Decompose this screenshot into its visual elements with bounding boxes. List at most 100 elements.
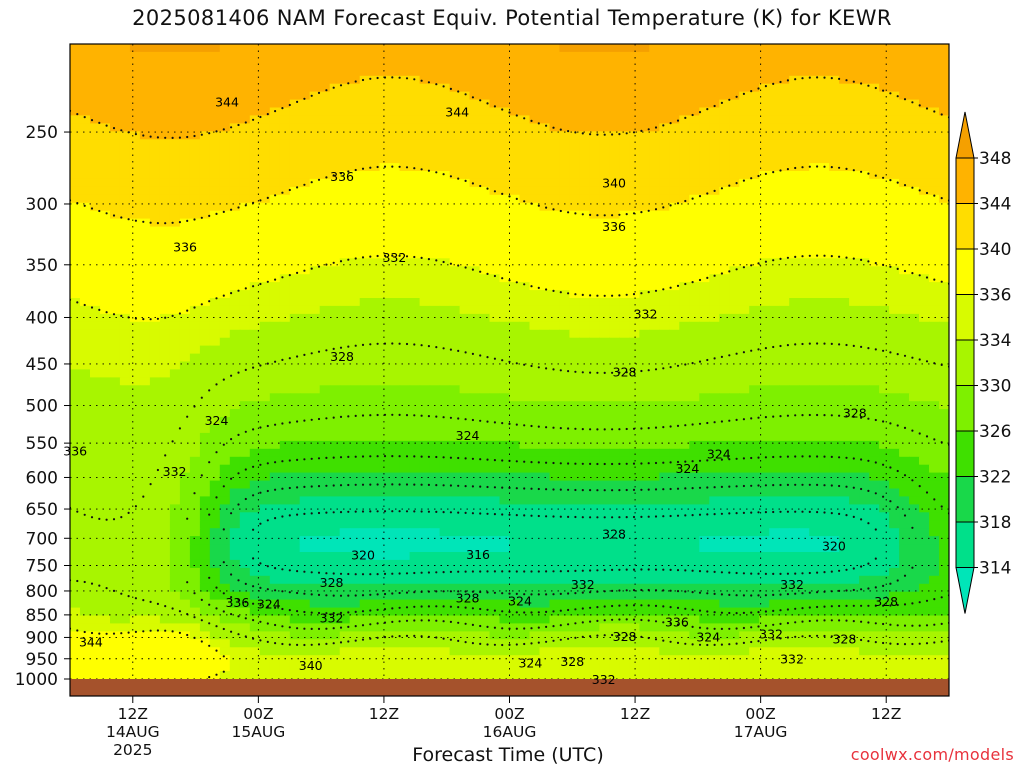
field-cell [549, 472, 561, 482]
field-cell [209, 258, 221, 267]
field-cell [489, 202, 501, 212]
field-cell [899, 440, 910, 450]
field-cell [639, 218, 650, 228]
field-cell [149, 51, 161, 61]
field-cell [299, 385, 311, 394]
field-cell [879, 178, 890, 188]
field-cell [809, 155, 820, 164]
field-cell [829, 202, 840, 212]
field-cell [419, 234, 431, 243]
field-cell [419, 59, 431, 69]
field-cell [829, 377, 840, 386]
field-cell [739, 369, 750, 378]
field-cell [489, 131, 501, 140]
field-cell [419, 163, 431, 172]
field-cell [369, 163, 381, 172]
field-cell [90, 369, 101, 378]
field-cell [419, 242, 431, 251]
field-cell [239, 440, 251, 450]
field-cell [879, 337, 890, 347]
field-cell [349, 385, 361, 394]
field-cell [759, 290, 770, 299]
field-cell [889, 377, 900, 386]
field-cell [179, 472, 191, 482]
field-cell [869, 440, 880, 450]
field-cell [379, 417, 391, 426]
field-cell [839, 274, 850, 283]
field-cell [239, 67, 251, 77]
field-cell [829, 258, 840, 267]
field-cell [909, 329, 920, 339]
field-cell [439, 425, 451, 434]
field-cell [199, 305, 211, 315]
field-cell [169, 298, 181, 307]
field-cell [439, 202, 451, 212]
field-cell [449, 210, 461, 220]
field-cell [419, 472, 431, 482]
field-cell [199, 67, 211, 77]
field-cell [419, 329, 431, 339]
field-cell [279, 266, 291, 275]
field-cell [259, 163, 271, 172]
field-cell [459, 218, 471, 228]
field-cell [569, 107, 580, 116]
field-cell [589, 163, 600, 172]
field-cell [679, 194, 690, 204]
field-cell [100, 488, 111, 497]
field-cell [249, 266, 261, 275]
field-cell [589, 393, 600, 402]
field-cell [929, 178, 940, 188]
field-cell [459, 337, 471, 347]
field-cell [309, 155, 321, 164]
field-cell [429, 385, 441, 394]
field-cell [279, 91, 291, 101]
field-cell [929, 83, 940, 93]
field-cell [489, 115, 501, 124]
field-cell [599, 147, 610, 156]
field-cell [899, 234, 910, 243]
field-cell [80, 218, 91, 228]
field-cell [609, 361, 620, 370]
field-cell [919, 345, 930, 355]
field-cell [689, 115, 700, 124]
field-cell [939, 361, 949, 370]
field-cell [609, 345, 620, 355]
field-cell [539, 123, 551, 132]
field-cell [789, 75, 800, 85]
field-cell [299, 242, 311, 251]
field-cell [919, 290, 930, 299]
field-cell [879, 83, 890, 93]
field-cell [80, 171, 91, 180]
field-cell [639, 337, 650, 347]
field-cell [369, 480, 381, 490]
field-cell [299, 186, 311, 196]
field-cell [839, 432, 850, 442]
field-cell [449, 464, 461, 474]
field-cell [339, 298, 351, 307]
field-cell [609, 44, 620, 53]
field-cell [209, 290, 221, 299]
field-cell [209, 282, 221, 291]
field-cell [279, 298, 291, 307]
field-cell [559, 131, 570, 140]
field-cell [669, 147, 680, 156]
field-cell [369, 377, 381, 386]
field-cell [729, 218, 740, 228]
field-cell [839, 440, 850, 450]
field-cell [599, 226, 610, 236]
field-cell [819, 425, 830, 434]
field-cell [70, 59, 81, 69]
field-cell [629, 305, 640, 315]
field-cell [809, 448, 820, 458]
field-cell [649, 488, 660, 497]
field-cell [189, 464, 201, 474]
field-cell [239, 298, 251, 307]
field-cell [409, 59, 421, 69]
field-cell [829, 250, 840, 259]
field-cell [879, 329, 890, 339]
field-cell [769, 305, 780, 315]
field-cell [849, 139, 860, 148]
field-cell [269, 178, 281, 188]
field-cell [559, 147, 570, 156]
field-cell [459, 131, 471, 140]
